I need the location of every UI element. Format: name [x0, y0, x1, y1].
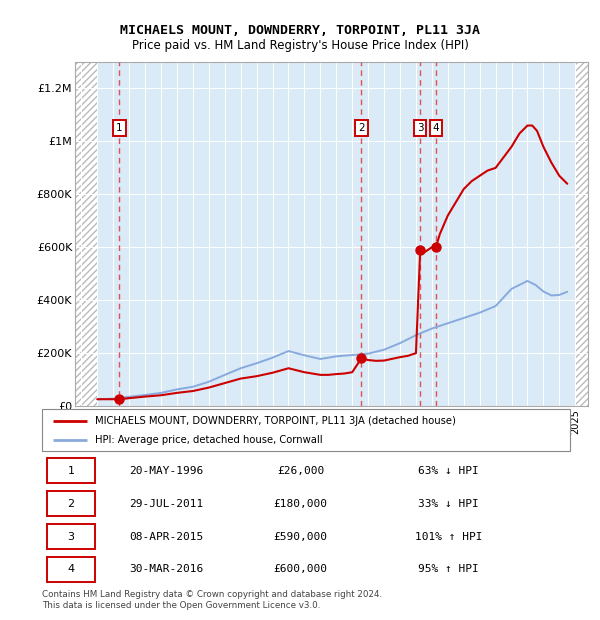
- Text: 101% ↑ HPI: 101% ↑ HPI: [415, 531, 482, 542]
- Text: 2: 2: [67, 498, 74, 509]
- Text: Contains HM Land Registry data © Crown copyright and database right 2024.
This d: Contains HM Land Registry data © Crown c…: [42, 590, 382, 609]
- Text: 33% ↓ HPI: 33% ↓ HPI: [418, 498, 479, 509]
- FancyBboxPatch shape: [47, 458, 95, 484]
- Text: £26,000: £26,000: [277, 466, 325, 476]
- Text: 20-MAY-1996: 20-MAY-1996: [129, 466, 203, 476]
- Text: MICHAELS MOUNT, DOWNDERRY, TORPOINT, PL11 3JA: MICHAELS MOUNT, DOWNDERRY, TORPOINT, PL1…: [120, 24, 480, 37]
- Bar: [75, 62, 97, 406]
- Text: £590,000: £590,000: [274, 531, 328, 542]
- FancyBboxPatch shape: [47, 557, 95, 582]
- FancyBboxPatch shape: [42, 409, 570, 451]
- Text: MICHAELS MOUNT, DOWNDERRY, TORPOINT, PL11 3JA (detached house): MICHAELS MOUNT, DOWNDERRY, TORPOINT, PL1…: [95, 415, 455, 425]
- Text: 63% ↓ HPI: 63% ↓ HPI: [418, 466, 479, 476]
- Text: 95% ↑ HPI: 95% ↑ HPI: [418, 564, 479, 575]
- Bar: [575, 62, 588, 406]
- Text: 1: 1: [68, 466, 74, 476]
- FancyBboxPatch shape: [47, 524, 95, 549]
- Text: 29-JUL-2011: 29-JUL-2011: [129, 498, 203, 509]
- Text: £180,000: £180,000: [274, 498, 328, 509]
- Text: 4: 4: [433, 123, 439, 133]
- Text: 08-APR-2015: 08-APR-2015: [129, 531, 203, 542]
- Text: 30-MAR-2016: 30-MAR-2016: [129, 564, 203, 575]
- Text: Price paid vs. HM Land Registry's House Price Index (HPI): Price paid vs. HM Land Registry's House …: [131, 39, 469, 52]
- Text: 2: 2: [358, 123, 365, 133]
- Text: 3: 3: [417, 123, 424, 133]
- Text: 1: 1: [116, 123, 122, 133]
- FancyBboxPatch shape: [47, 491, 95, 516]
- Text: £600,000: £600,000: [274, 564, 328, 575]
- Text: HPI: Average price, detached house, Cornwall: HPI: Average price, detached house, Corn…: [95, 435, 322, 445]
- Text: 4: 4: [67, 564, 74, 575]
- Text: 3: 3: [68, 531, 74, 542]
